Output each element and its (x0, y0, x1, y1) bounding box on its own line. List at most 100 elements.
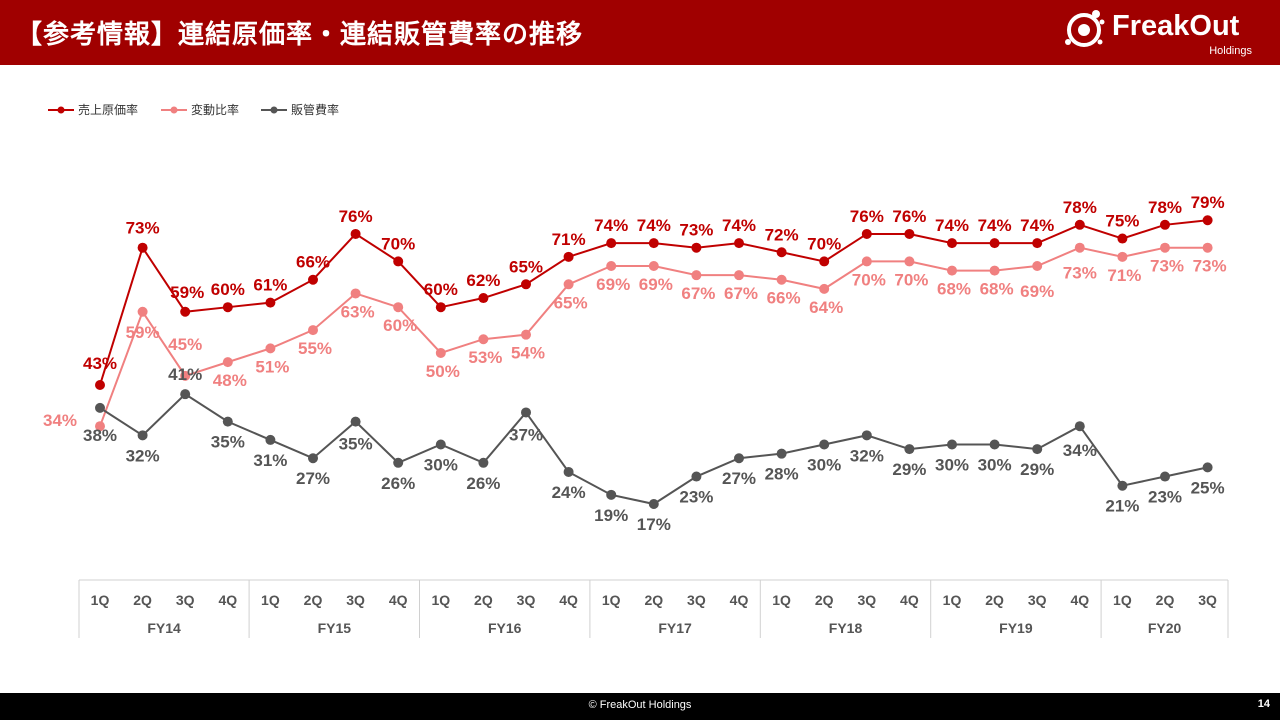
data-label: 76% (850, 207, 884, 226)
data-point (947, 439, 957, 450)
data-point (819, 439, 830, 450)
category-tick-label: 2Q (985, 592, 1004, 608)
data-label: 30% (978, 456, 1012, 475)
legend-marker (57, 106, 65, 114)
data-point (947, 238, 957, 249)
data-point (947, 265, 957, 276)
data-point (989, 439, 1000, 450)
data-point (1160, 219, 1170, 230)
data-point (137, 306, 148, 317)
category-tick-label: 2Q (474, 592, 493, 608)
data-label: 69% (639, 275, 673, 294)
data-label: 34% (1063, 441, 1097, 460)
category-tick-label: 3Q (346, 592, 365, 608)
data-label: 73% (126, 219, 160, 238)
category-tick-label: 4Q (900, 592, 919, 608)
data-label: 74% (935, 216, 969, 235)
data-point (989, 238, 1000, 249)
data-label: 29% (892, 460, 926, 479)
data-label: 62% (466, 271, 500, 290)
data-point (734, 453, 744, 464)
fiscal-year-label: FY20 (1148, 620, 1182, 636)
category-tick-label: 2Q (133, 592, 152, 608)
data-point (180, 370, 191, 381)
data-point (308, 453, 318, 464)
category-tick-label: 4Q (559, 592, 578, 608)
data-label: 23% (679, 488, 713, 507)
data-point (1032, 444, 1043, 455)
data-point (1074, 242, 1085, 253)
data-point (1117, 480, 1128, 491)
data-label: 67% (724, 284, 758, 303)
category-tick-label: 2Q (1156, 592, 1175, 608)
data-label: 28% (765, 465, 799, 484)
data-label: 30% (935, 456, 969, 475)
data-point (776, 274, 787, 285)
fiscal-year-label: FY15 (318, 620, 352, 636)
data-label: 27% (296, 469, 330, 488)
data-label: 73% (679, 221, 713, 240)
data-label: 41% (168, 365, 202, 384)
company-logo: FreakOut Holdings (1062, 6, 1252, 62)
data-point (861, 256, 872, 267)
data-point (734, 270, 744, 281)
category-tick-label: 1Q (1113, 592, 1132, 608)
category-tick-label: 2Q (304, 592, 323, 608)
data-label: 25% (1191, 478, 1225, 497)
data-point (734, 238, 744, 249)
data-point (350, 416, 361, 427)
data-label: 35% (339, 435, 373, 454)
copyright-text: © FreakOut Holdings (588, 699, 692, 711)
data-point (308, 325, 318, 336)
data-point (648, 261, 659, 271)
category-tick-label: 3Q (1198, 592, 1217, 608)
data-point (222, 302, 233, 313)
category-tick-label: 3Q (857, 592, 876, 608)
category-tick-label: 4Q (730, 592, 749, 608)
data-label: 78% (1148, 198, 1182, 217)
data-label: 54% (511, 344, 545, 363)
category-tick-label: 2Q (815, 592, 834, 608)
data-label: 74% (1020, 216, 1054, 235)
data-label: 60% (424, 280, 458, 299)
data-label: 27% (722, 469, 756, 488)
header-bar: 【参考情報】連結原価率・連結販管費率の推移 FreakOut Holdings (0, 0, 1280, 65)
data-label: 21% (1105, 497, 1139, 516)
data-label: 73% (1063, 264, 1097, 283)
data-point (648, 499, 659, 509)
data-label: 71% (552, 230, 586, 249)
data-label: 30% (807, 456, 841, 475)
data-label: 76% (892, 207, 926, 226)
data-label: 74% (594, 216, 628, 235)
data-point (95, 402, 105, 413)
data-point (521, 329, 531, 340)
data-point (606, 238, 617, 249)
category-tick-label: 1Q (261, 592, 280, 608)
data-label: 63% (341, 302, 375, 321)
data-label: 30% (424, 456, 458, 475)
data-point (478, 293, 489, 304)
data-label: 26% (466, 474, 500, 493)
data-label: 35% (211, 433, 245, 452)
data-label: 70% (381, 234, 415, 253)
category-tick-label: 2Q (644, 592, 663, 608)
data-point (478, 457, 489, 468)
data-label: 73% (1193, 257, 1227, 276)
data-point (393, 256, 404, 267)
data-point (861, 228, 872, 239)
data-label: 31% (253, 451, 287, 470)
data-label: 67% (681, 284, 715, 303)
fiscal-year-label: FY18 (829, 620, 863, 636)
data-point (180, 306, 191, 317)
logo-icon (1065, 10, 1105, 47)
data-label: 65% (554, 293, 588, 312)
data-point (691, 471, 702, 482)
data-label: 74% (722, 216, 756, 235)
data-label: 70% (807, 234, 841, 253)
data-label: 19% (594, 506, 628, 525)
data-point (137, 242, 148, 253)
data-label: 43% (83, 354, 117, 373)
page-number: 14 (1257, 698, 1270, 710)
data-point (350, 228, 361, 239)
category-tick-label: 4Q (1070, 592, 1089, 608)
